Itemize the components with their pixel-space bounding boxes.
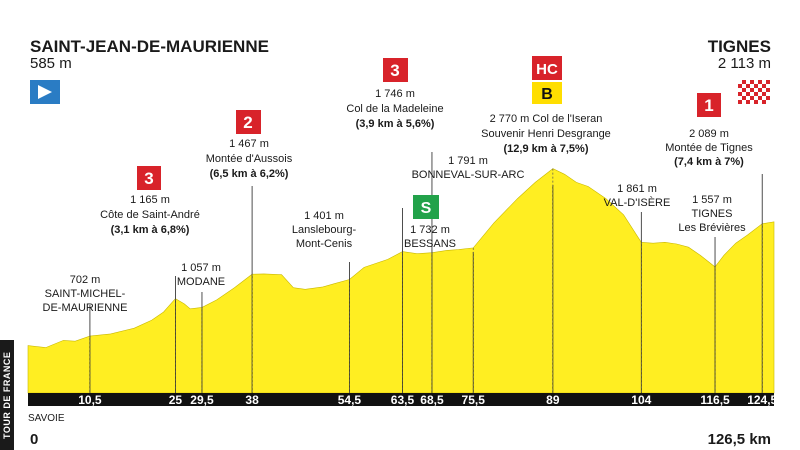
town-name: BESSANS <box>404 238 456 250</box>
tour-de-france-brand: TOUR DE FRANCE <box>0 340 14 450</box>
checker-square <box>758 92 762 96</box>
climb-altitude: 1 746 m <box>375 88 415 100</box>
town-altitude: 1 791 m <box>448 155 488 167</box>
km-tick-labels: 10,5 25 29,5 38 54,5 63,5 68,5 75,5 89 104 116,5 12… <box>78 393 777 407</box>
checker-square <box>750 100 754 104</box>
elevation-profile <box>27 168 775 394</box>
start-town-name: SAINT-JEAN-DE-MAURIENNE <box>30 37 269 56</box>
km-tick-label: 89 <box>546 393 560 407</box>
climb-category: 3 <box>390 61 399 80</box>
climb-badge-iseran: HC B <box>532 56 562 104</box>
checker-square <box>742 100 746 104</box>
climb-category: HC <box>536 61 558 78</box>
km-tick-label: 25 <box>169 393 183 407</box>
region-label: SAVOIE <box>28 413 65 424</box>
town-name: BONNEVAL-SUR-ARC <box>412 169 525 181</box>
town-name: Lanslebourg- <box>292 224 357 236</box>
climb-name: Montée d'Aussois <box>206 153 293 165</box>
checker-square <box>738 88 742 92</box>
checker-square <box>746 80 750 84</box>
town-altitude: 1 861 m <box>617 183 657 195</box>
km-tick-label: 63,5 <box>391 393 415 407</box>
km-tick-label: 29,5 <box>190 393 214 407</box>
town-altitude: 1 557 m <box>692 194 732 206</box>
checker-square <box>738 80 742 84</box>
checker-square <box>746 88 750 92</box>
climb-altitude-name: 2 770 m Col de l'Iseran <box>490 113 603 125</box>
climb-altitude: 2 089 m <box>689 128 729 140</box>
climb-detail: (12,9 km à 7,5%) <box>504 143 589 155</box>
climb-category: 3 <box>144 169 153 188</box>
climb-altitude: 1 165 m <box>130 194 170 206</box>
checker-square <box>766 84 770 88</box>
climb-name: Col de la Madeleine <box>346 103 443 115</box>
checker-square <box>742 92 746 96</box>
climb-badge-madeleine: 3 <box>383 58 408 82</box>
checker-square <box>758 84 762 88</box>
start-altitude: 585 m <box>30 55 72 72</box>
checker-square <box>762 80 766 84</box>
total-distance: 126,5 km <box>708 431 771 448</box>
checker-square <box>762 96 766 100</box>
climb-category: 1 <box>704 96 713 115</box>
checker-square <box>754 80 758 84</box>
elevation-area <box>27 168 775 394</box>
checker-square <box>742 84 746 88</box>
climb-detail: (7,4 km à 7%) <box>674 156 744 168</box>
town-name-2: Les Brévières <box>678 222 746 234</box>
marker-lines <box>89 152 763 393</box>
town-name: TIGNES <box>692 208 733 220</box>
town-altitude: 1 732 m <box>410 224 450 236</box>
checkered-flag-icon <box>738 80 770 104</box>
km-tick-label: 116,5 <box>700 393 730 407</box>
km-tick-label: 68,5 <box>420 393 444 407</box>
town-altitude: 1 057 m <box>181 262 221 274</box>
checker-square <box>766 92 770 96</box>
town-name: MODANE <box>177 276 225 288</box>
finish-town-name: TIGNES <box>708 37 771 56</box>
km-tick-label: 10,5 <box>78 393 102 407</box>
climb-detail: (6,5 km à 6,2%) <box>210 168 289 180</box>
km-tick-label: 75,5 <box>462 393 486 407</box>
bonus-badge: B <box>541 86 553 103</box>
climb-detail: (3,9 km à 5,6%) <box>356 118 435 130</box>
climb-badge-tignes: 1 <box>697 93 721 117</box>
climb-detail: (3,1 km à 6,8%) <box>111 224 190 236</box>
play-flag-icon <box>30 80 60 104</box>
km-tick-label: 104 <box>631 393 651 407</box>
town-name-2: Mont-Cenis <box>296 238 353 250</box>
sprint-label: S <box>421 200 432 217</box>
km-tick-label: 54,5 <box>338 393 362 407</box>
town-name-2: DE-MAURIENNE <box>43 302 128 314</box>
checker-square <box>746 96 750 100</box>
km-tick-label: 124,5 <box>747 393 777 407</box>
checker-square <box>754 88 758 92</box>
finish-altitude: 2 113 m <box>718 55 771 72</box>
climb-name-2: Souvenir Henri Desgrange <box>481 128 611 140</box>
town-altitude: 1 401 m <box>304 210 344 222</box>
climb-badge-saint-andre: 3 <box>137 166 161 190</box>
town-name: VAL-D'ISÈRE <box>604 196 671 209</box>
checker-square <box>750 84 754 88</box>
sprint-badge: S <box>413 195 439 219</box>
climb-badge-aussois: 2 <box>236 110 261 134</box>
checker-square <box>750 92 754 96</box>
checker-square <box>758 100 762 104</box>
climb-altitude: 1 467 m <box>229 138 269 150</box>
checker-square <box>738 96 742 100</box>
km-tick-label: 38 <box>245 393 259 407</box>
checker-square <box>762 88 766 92</box>
start-km: 0 <box>30 431 38 448</box>
climb-category: 2 <box>243 113 252 132</box>
town-name: SAINT-MICHEL- <box>45 288 126 300</box>
climb-name: Côte de Saint-André <box>100 209 200 221</box>
checker-square <box>766 100 770 104</box>
climb-name: Montée de Tignes <box>665 142 753 154</box>
town-altitude: 702 m <box>70 274 101 286</box>
km-axis-band <box>28 393 774 406</box>
checker-square <box>754 96 758 100</box>
